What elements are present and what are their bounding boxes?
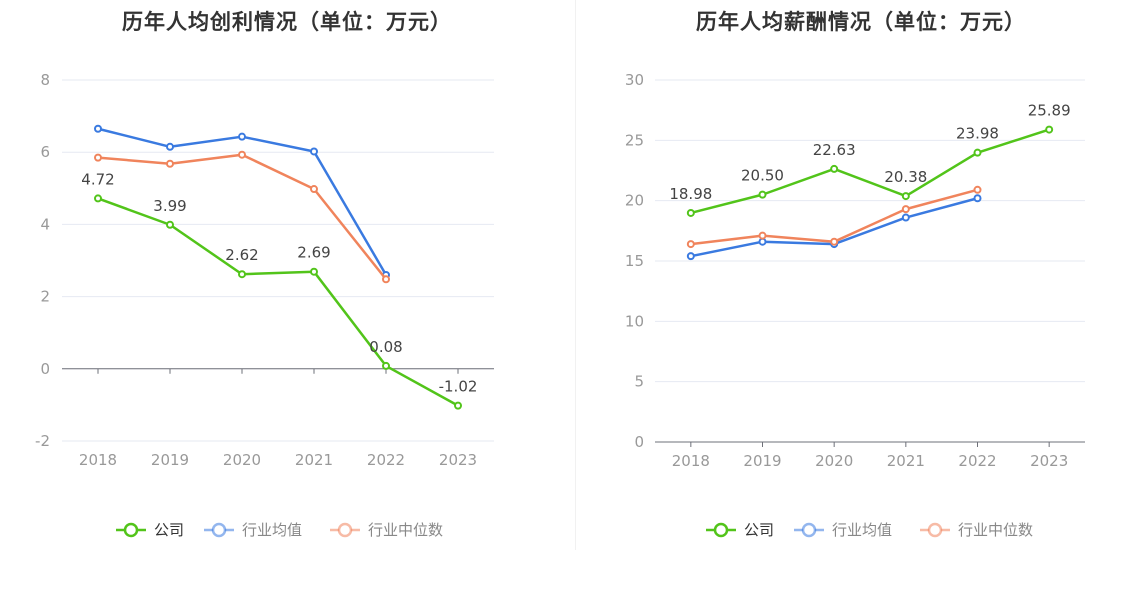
x-tick-label: 2018 <box>79 451 117 469</box>
x-tick-label: 2018 <box>672 452 710 470</box>
data-point[interactable] <box>1045 125 1054 134</box>
x-tick-label: 2019 <box>743 452 781 470</box>
y-tick-label: 30 <box>625 71 644 89</box>
data-label: 18.98 <box>669 185 712 203</box>
series-line <box>97 197 459 407</box>
chart-title: 历年人均创利情况（单位：万元） <box>122 10 452 34</box>
legend-label: 公司 <box>154 521 184 539</box>
series-line <box>690 128 1050 215</box>
data-label: -1.02 <box>439 378 478 396</box>
x-tick-label: 2019 <box>151 451 189 469</box>
data-point[interactable] <box>758 190 767 199</box>
x-tick-label: 2023 <box>1030 452 1068 470</box>
data-label: 0.08 <box>369 338 402 356</box>
legend-item[interactable]: 行业均值 <box>204 521 302 539</box>
legend-marker-icon <box>801 522 817 538</box>
data-point[interactable] <box>686 208 695 217</box>
x-tick-label: 2023 <box>439 451 477 469</box>
y-tick-label: 20 <box>625 192 644 210</box>
data-point[interactable] <box>166 220 174 229</box>
y-tick-label: 10 <box>625 312 644 330</box>
x-tick-label: 2021 <box>295 451 333 469</box>
chart-title: 历年人均薪酬情况（单位：万元） <box>696 10 1026 34</box>
legend-item[interactable]: 公司 <box>706 521 774 539</box>
data-label: 22.63 <box>813 141 856 159</box>
data-point[interactable] <box>973 148 982 157</box>
data-point[interactable] <box>901 192 910 201</box>
y-tick-label: 0 <box>634 433 644 451</box>
legend-item[interactable]: 行业均值 <box>794 521 892 539</box>
legend-label: 公司 <box>744 521 774 539</box>
y-tick-label: 8 <box>40 71 50 89</box>
legend-marker-icon <box>927 522 943 538</box>
data-point[interactable] <box>94 194 102 203</box>
y-tick-label: 2 <box>40 288 50 306</box>
data-point[interactable] <box>686 252 695 261</box>
data-point[interactable] <box>382 275 390 284</box>
data-point[interactable] <box>238 270 246 279</box>
data-point[interactable] <box>310 267 318 276</box>
data-point[interactable] <box>973 194 982 203</box>
data-point[interactable] <box>454 401 462 410</box>
profit-chart-svg: -2 0 2 4 6 8 2018 2019 2020 2021 2022 2023 4.72 3.99 2… <box>35 71 494 539</box>
legend-label: 行业中位数 <box>368 521 443 539</box>
data-point[interactable] <box>94 153 102 162</box>
x-tick-label: 2022 <box>958 452 996 470</box>
legend-item[interactable]: 行业中位数 <box>330 521 443 539</box>
y-tick-label: 6 <box>40 143 50 161</box>
legend-item[interactable]: 公司 <box>116 521 184 539</box>
data-point[interactable] <box>166 159 174 168</box>
legend-marker-icon <box>713 522 729 538</box>
salary-per-capita-chart: 历年人均薪酬情况（单位：万元） 0 5 10 15 20 25 30 2018 2019 2020… <box>574 0 1148 589</box>
y-tick-label: -2 <box>35 432 50 450</box>
y-tick-label: 25 <box>625 131 644 149</box>
x-tick-label: 2021 <box>887 452 925 470</box>
x-tick-label: 2020 <box>815 452 853 470</box>
legend-label: 行业中位数 <box>958 521 1033 539</box>
data-point[interactable] <box>901 213 910 222</box>
data-label: 3.99 <box>153 197 186 215</box>
data-label: 2.62 <box>225 246 258 264</box>
data-point[interactable] <box>382 361 390 370</box>
y-tick-label: 15 <box>625 252 644 270</box>
y-tick-label: 4 <box>40 215 50 233</box>
data-label: 25.89 <box>1028 102 1071 120</box>
data-label: 20.38 <box>884 168 927 186</box>
data-point[interactable] <box>830 237 839 246</box>
data-point[interactable] <box>166 142 174 151</box>
legend-label: 行业均值 <box>832 521 892 539</box>
data-point[interactable] <box>310 147 318 156</box>
x-tick-label: 2022 <box>367 451 405 469</box>
data-label: 20.50 <box>741 167 784 185</box>
data-point[interactable] <box>686 240 695 249</box>
data-point[interactable] <box>973 185 982 194</box>
data-label: 4.72 <box>81 170 114 188</box>
data-label: 2.69 <box>297 244 330 262</box>
legend-label: 行业均值 <box>242 521 302 539</box>
x-tick-label: 2020 <box>223 451 261 469</box>
legend-marker-icon <box>211 522 227 538</box>
salary-chart-svg: 0 5 10 15 20 25 30 2018 2019 2020 2021 2022 2023 18.9… <box>625 71 1085 539</box>
profit-per-capita-chart: 历年人均创利情况（单位：万元） -2 0 2 4 6 8 2018 2019 2020 2021 2… <box>35 10 494 539</box>
data-point[interactable] <box>830 164 839 173</box>
data-point[interactable] <box>238 132 246 141</box>
y-tick-label: 0 <box>40 360 50 378</box>
data-label: 23.98 <box>956 125 999 143</box>
series-line <box>690 188 978 246</box>
legend-item[interactable]: 行业中位数 <box>920 521 1033 539</box>
data-point[interactable] <box>758 231 767 240</box>
legend-marker-icon <box>123 522 139 538</box>
panel-divider <box>575 0 576 550</box>
data-point[interactable] <box>238 150 246 159</box>
data-point[interactable] <box>94 124 102 133</box>
data-point[interactable] <box>310 185 318 194</box>
y-tick-label: 5 <box>634 373 644 391</box>
data-point[interactable] <box>901 205 910 214</box>
legend-marker-icon <box>337 522 353 538</box>
